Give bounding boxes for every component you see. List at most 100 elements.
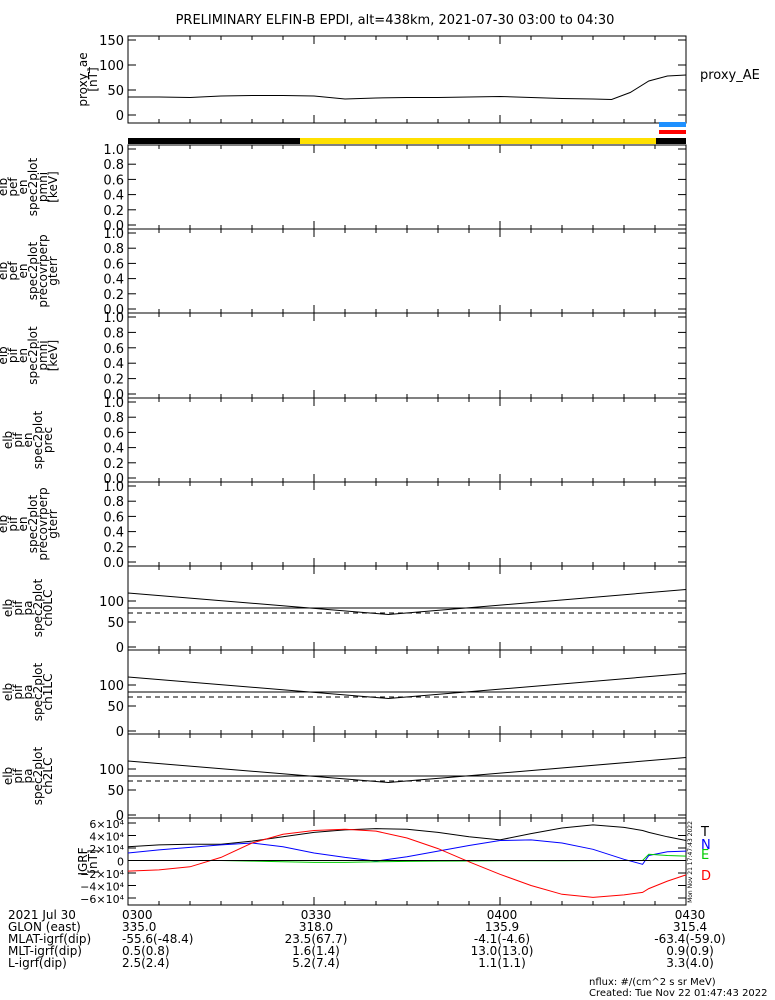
y-tick-label: 0.4 <box>103 442 124 457</box>
y-axis-label: elb <box>0 262 10 280</box>
y-tick-label: 0 <box>116 641 124 656</box>
y-axis-label: spec2plot <box>31 578 45 637</box>
y-axis-label: en <box>16 264 30 279</box>
y-tick-label: −6×10⁴ <box>80 893 124 906</box>
y-tick-label: 0.2 <box>103 288 124 303</box>
y-tick-label: 0.0 <box>103 556 124 571</box>
y-axis-label: [nT] <box>86 67 100 91</box>
panel-frame-pif_prec <box>127 397 687 483</box>
y-axis-label: ch2LC <box>41 758 55 795</box>
y-axis-label: en <box>16 180 30 195</box>
y-axis-label: pif <box>6 347 20 363</box>
y-tick-label: 100 <box>99 763 124 778</box>
y-tick-label: 0 <box>117 856 124 869</box>
legend-D: D <box>701 869 711 884</box>
y-tick-label: 0.0 <box>103 388 124 403</box>
y-axis-label: spec2plot <box>31 746 45 805</box>
red-marker <box>659 130 686 134</box>
y-tick-label: 0.8 <box>103 411 124 426</box>
orbit-row-value: 0400 <box>487 908 518 922</box>
y-axis-label: pif <box>6 516 20 532</box>
y-tick-label: 0.8 <box>103 326 124 341</box>
y-axis-label: pa <box>21 769 35 784</box>
y-axis-label: elb <box>1 683 15 701</box>
y-tick-label: 1.0 <box>103 311 124 326</box>
y-axis-label: proxy_ae <box>76 52 90 106</box>
y-tick-label: 4×10⁴ <box>89 831 124 844</box>
y-axis-label: [keV] <box>46 340 60 371</box>
y-tick-label: 2×10⁴ <box>89 843 124 856</box>
pa-line <box>127 589 687 616</box>
y-tick-label: 1.0 <box>103 143 124 158</box>
orbit-row-value: 135.9 <box>485 920 519 934</box>
y-axis-label: pif <box>11 432 25 448</box>
y-tick-label: 0.2 <box>103 457 124 472</box>
igrf-T-line <box>127 824 687 848</box>
orbit-row-value: 3.3(4.0) <box>666 956 714 970</box>
panel-frame-pif_pmni <box>127 312 687 399</box>
y-axis-label: elb <box>1 431 15 449</box>
y-axis-label: en <box>16 517 30 532</box>
orbit-row-label: L-igrf(dip) <box>8 956 67 970</box>
y-axis-label: spec2plot <box>31 410 45 469</box>
orbit-row-value: 0330 <box>301 908 332 922</box>
orbit-row-value: 5.2(7.4) <box>292 956 340 970</box>
y-tick-label: 0.8 <box>103 158 124 173</box>
y-tick-label: 0.6 <box>103 510 124 525</box>
legend-N: N <box>701 838 711 853</box>
y-axis-label: elb <box>1 599 15 617</box>
y-axis-label: IGRF <box>76 847 90 875</box>
y-tick-label: 50 <box>107 616 124 631</box>
side-timestamp: Mon Nov 21 17:47:43 2022 <box>687 821 694 903</box>
y-axis-label: [keV] <box>46 171 60 202</box>
y-tick-label: 0.8 <box>103 495 124 510</box>
panel-frame-pef_precovrperp <box>127 228 687 314</box>
y-axis-label: precovrperp <box>36 234 50 307</box>
orbit-row-value: 13.0(13.0) <box>471 944 534 958</box>
orbit-row-label: 2021 Jul 30 <box>8 908 76 922</box>
igrf-E-line <box>128 853 687 863</box>
y-axis-label: precovrperp <box>36 487 50 560</box>
y-axis-label: spec2plot <box>26 157 40 216</box>
y-axis-label: elb <box>1 767 15 785</box>
y-axis-label: pef <box>6 177 20 197</box>
y-axis-label: pif <box>11 600 25 616</box>
y-axis-label: pa <box>21 601 35 616</box>
y-tick-label: 50 <box>107 84 124 99</box>
blue-marker <box>659 122 686 127</box>
igrf-D-line <box>127 828 687 898</box>
y-tick-label: 50 <box>107 700 124 715</box>
y-axis-label: pif <box>11 768 25 784</box>
created-stamp: Created: Tue Nov 22 01:47:43 2022 <box>589 988 768 999</box>
y-axis-label: pef <box>6 261 20 281</box>
y-tick-label: 0.2 <box>103 373 124 388</box>
panel-frame-proxy_ae <box>127 35 687 124</box>
orbit-row-value: 0.9(0.9) <box>666 944 714 958</box>
y-tick-label: 100 <box>99 679 124 694</box>
y-tick-label: −4×10⁴ <box>80 881 124 894</box>
y-axis-label: elb <box>0 346 10 364</box>
night-segment <box>656 138 686 144</box>
y-tick-label: 0.0 <box>103 472 124 487</box>
legend-proxy-ae: proxy_AE <box>700 68 760 83</box>
chart-title: PRELIMINARY ELFIN-B EPDI, alt=438km, 202… <box>176 13 615 28</box>
y-axis-label: pa <box>21 685 35 700</box>
y-tick-label: 0.6 <box>103 257 124 272</box>
day-segment <box>300 138 656 144</box>
y-axis-label: en <box>21 433 35 448</box>
y-tick-label: 0.6 <box>103 173 124 188</box>
orbit-row-value: 0.5(0.8) <box>122 944 170 958</box>
y-tick-label: 0.2 <box>103 204 124 219</box>
y-tick-label: 0.4 <box>103 273 124 288</box>
orbit-row-value: 2.5(2.4) <box>122 956 170 970</box>
orbit-row-value: 0300 <box>122 908 153 922</box>
y-tick-label: 0.4 <box>103 526 124 541</box>
y-axis-label: spec2plot <box>26 241 40 300</box>
orbit-row-value: 335.0 <box>122 920 156 934</box>
orbit-row-value: 318.0 <box>299 920 333 934</box>
y-axis-label: spec2plot <box>26 494 40 553</box>
orbit-row-value: 315.4 <box>673 920 707 934</box>
legend-E: E <box>701 848 709 863</box>
y-axis-label: [nT] <box>86 849 100 873</box>
y-axis-label: elb <box>0 178 10 196</box>
